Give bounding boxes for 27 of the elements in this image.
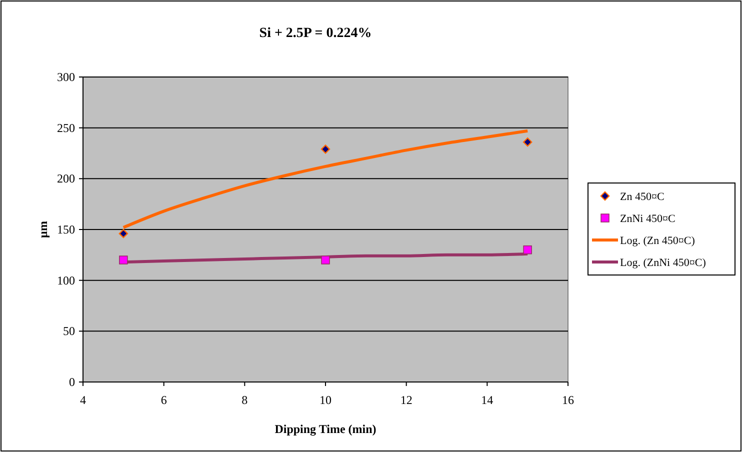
- point: [321, 256, 330, 264]
- y-axis-title: µm: [36, 221, 50, 238]
- x-tick-label: 8: [242, 393, 248, 407]
- point: [118, 228, 128, 238]
- legend-label: ZnNi 450¤C: [620, 213, 676, 225]
- y-tick-label: 150: [57, 222, 75, 236]
- legend-label: Log. (ZnNi 450¤C): [620, 257, 706, 269]
- point: [523, 245, 532, 254]
- y-tick-label: 0: [69, 375, 75, 389]
- x-axis-title: Dipping Time (min): [274, 422, 376, 436]
- point: [119, 256, 128, 264]
- x-tick-label: 4: [80, 393, 86, 407]
- x-tick-label: 16: [562, 393, 574, 407]
- y-tick-label: 250: [57, 120, 75, 135]
- y-tick-label: 100: [57, 273, 75, 288]
- x-tick-label: 6: [160, 393, 167, 407]
- point: [522, 137, 532, 147]
- point: [320, 144, 330, 154]
- x-tick-label: 12: [400, 393, 412, 407]
- y-tick-label: 300: [57, 70, 75, 84]
- x-tick-label: 14: [481, 393, 494, 407]
- legend-label: Zn 450¤C: [620, 191, 664, 203]
- legend-label: Log. (Zn 450¤C): [620, 235, 696, 247]
- x-tick-label: 10: [320, 393, 332, 407]
- y-tick-label: 50: [63, 324, 75, 338]
- y-tick-label: 200: [57, 172, 75, 186]
- chart-title: Si + 2.5P = 0.224%: [259, 26, 372, 41]
